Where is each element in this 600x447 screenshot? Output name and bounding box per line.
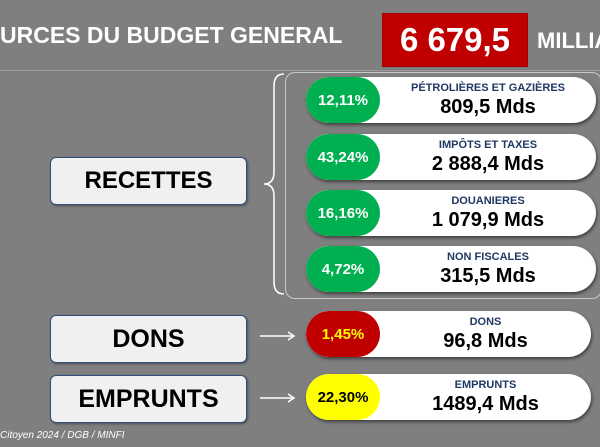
item-label: DONS [469, 316, 502, 328]
unit-label: MILLIA [537, 28, 600, 53]
recettes-item-petrolieres: 12,11% PÉTROLIÈRES ET GAZIÈRES 809,5 Mds [306, 77, 596, 123]
pct-badge: 43,24% [306, 134, 380, 180]
recettes-group-panel [285, 72, 600, 299]
arrow-right-icon [260, 331, 296, 341]
item-value: 809,5 Mds [440, 96, 536, 118]
category-dons: DONS [50, 315, 247, 363]
item-label: EMPRUNTS [454, 379, 517, 391]
recettes-item-impots: 43,24% IMPÔTS ET TAXES 2 888,4 Mds [306, 134, 596, 180]
page-title: URCES DU BUDGET GENERAL [0, 22, 343, 48]
item-label: DOUANIERES [451, 195, 525, 207]
item-value: 1489,4 Mds [432, 393, 539, 415]
arrow-right-icon [260, 393, 296, 403]
recettes-item-non-fiscales: 4,72% NON FISCALES 315,5 Mds [306, 246, 596, 292]
item-value: 1 079,9 Mds [431, 209, 545, 231]
pct-badge: 1,45% [306, 311, 380, 357]
recettes-item-douanieres: 16,16% DOUANIERES 1 079,9 Mds [306, 190, 596, 236]
total-amount-badge: 6 679,5 [382, 13, 528, 67]
header-divider [0, 70, 600, 71]
footer-credit: Citoyen 2024 / DGB / MINFI [0, 430, 125, 441]
item-value: 96,8 Mds [443, 330, 528, 352]
emprunts-item: 22,30% EMPRUNTS 1489,4 Mds [306, 374, 591, 420]
pct-badge: 12,11% [306, 77, 380, 123]
item-label: IMPÔTS ET TAXES [438, 139, 538, 151]
item-value: 2 888,4 Mds [431, 153, 545, 175]
item-label: PÉTROLIÈRES ET GAZIÈRES [410, 82, 566, 94]
pct-badge: 4,72% [306, 246, 380, 292]
item-value: 315,5 Mds [440, 265, 536, 287]
brace-icon [263, 73, 285, 295]
dons-item: 1,45% DONS 96,8 Mds [306, 311, 591, 357]
category-recettes: RECETTES [50, 157, 247, 205]
category-emprunts: EMPRUNTS [50, 375, 247, 423]
item-label: NON FISCALES [447, 251, 529, 263]
pct-badge: 16,16% [306, 190, 380, 236]
pct-badge: 22,30% [306, 374, 380, 420]
